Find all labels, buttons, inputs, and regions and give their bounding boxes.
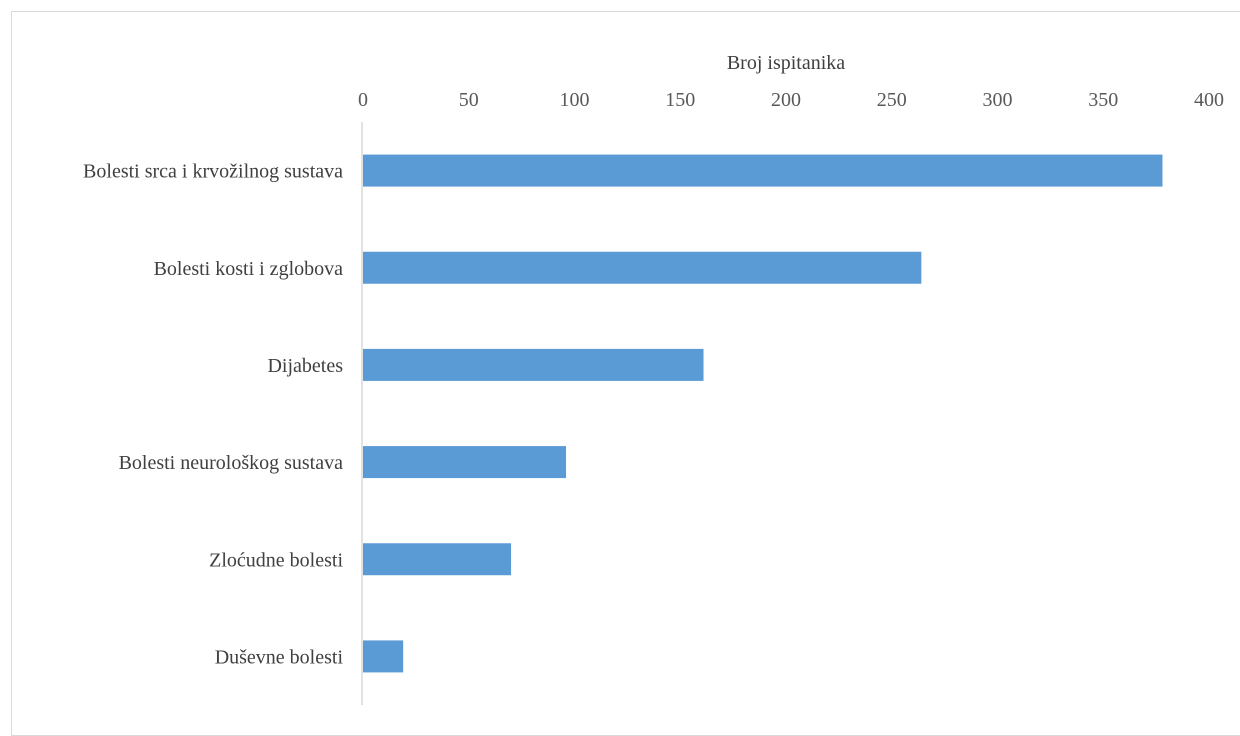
bar <box>363 251 922 284</box>
category-labels: Bolesti srca i krvožilnog sustava Bolesti… <box>83 161 343 669</box>
x-tick-label: 300 <box>983 89 1013 111</box>
x-axis-ticks: 0 50 100 150 200 250 300 350 400 <box>358 89 1224 111</box>
x-axis-title: Broj ispitanika <box>727 52 845 74</box>
bar <box>363 543 512 576</box>
bar <box>363 640 404 673</box>
x-tick-label: 200 <box>771 89 801 111</box>
bar <box>363 446 567 479</box>
x-tick-label: 150 <box>665 89 695 111</box>
bars <box>363 154 1163 673</box>
category-label: Bolesti neurološkog sustava <box>119 452 344 474</box>
x-tick-label: 250 <box>877 89 907 111</box>
x-tick-label: 50 <box>459 89 479 111</box>
bar <box>363 154 1163 187</box>
x-tick-label: 400 <box>1194 89 1224 111</box>
x-tick-label: 100 <box>560 89 590 111</box>
x-tick-label: 350 <box>1088 89 1118 111</box>
category-label: Zloćudne bolesti <box>209 549 343 571</box>
bar <box>363 348 704 381</box>
category-label: Dijabetes <box>267 355 343 377</box>
category-label: Duševne bolesti <box>215 646 344 668</box>
category-label: Bolesti srca i krvožilnog sustava <box>83 161 343 183</box>
category-label: Bolesti kosti i zglobova <box>154 258 344 280</box>
x-tick-label: 0 <box>358 89 368 111</box>
